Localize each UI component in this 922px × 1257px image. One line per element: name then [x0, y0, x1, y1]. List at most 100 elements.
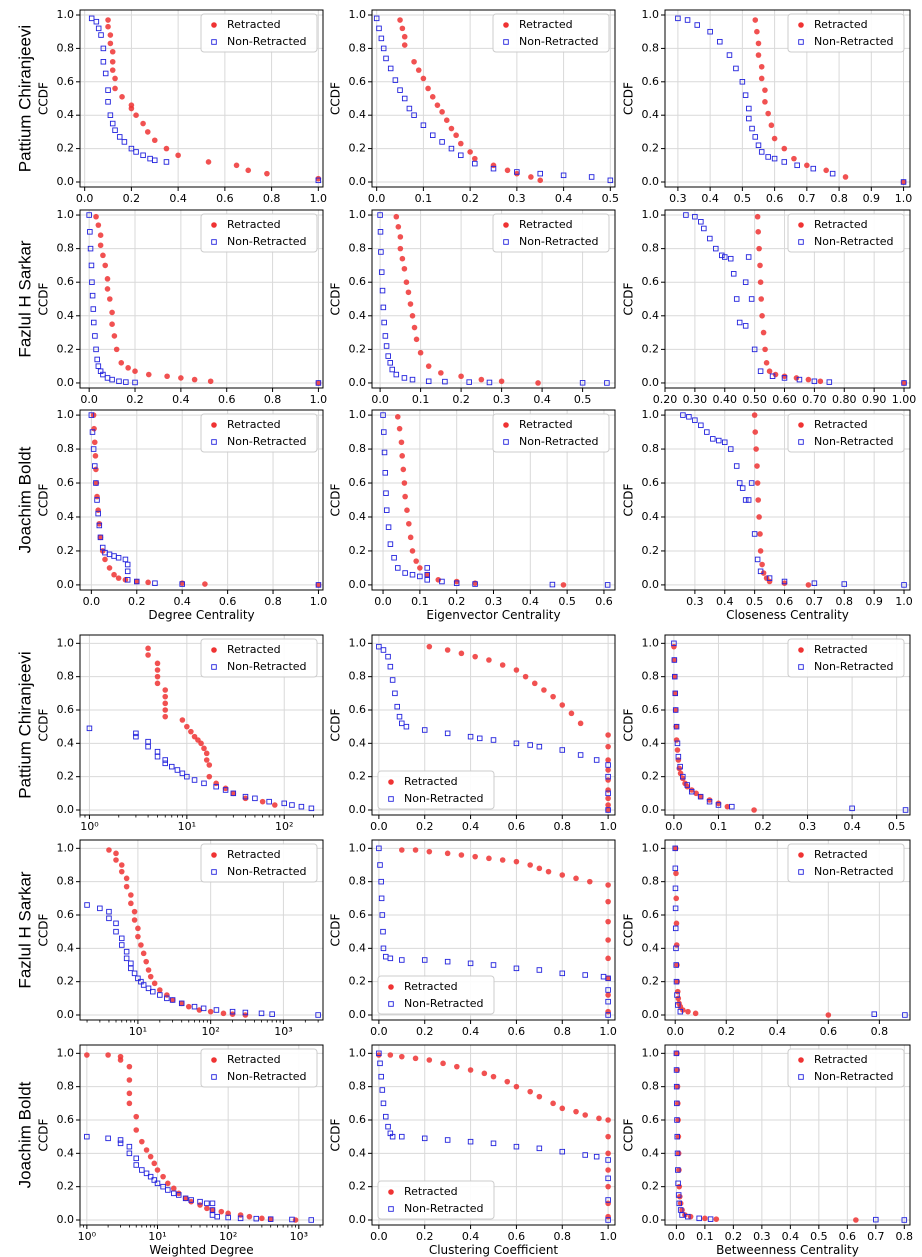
retracted-point [163, 145, 170, 152]
retracted-point [113, 850, 119, 857]
non-retracted-point [674, 740, 681, 747]
y-tick-label: 0.4 [642, 108, 660, 121]
non-retracted-point [154, 753, 161, 760]
non-retracted-point [94, 356, 100, 363]
non-retracted-point [109, 120, 116, 127]
non-retracted-point [380, 304, 387, 311]
retracted-point [401, 42, 408, 48]
non-retracted-point [380, 945, 387, 952]
non-retracted-point [379, 912, 386, 918]
non-retracted-point [605, 1157, 611, 1163]
y-tick-label: 0.0 [349, 578, 367, 591]
non-retracted-point [383, 490, 389, 496]
non-retracted-point [766, 575, 773, 581]
x-tick-label: 0.2 [754, 820, 772, 833]
retracted-point [154, 1167, 161, 1173]
y-tick-label: 0.2 [642, 770, 660, 783]
x-tick-label: 0.4 [462, 820, 480, 833]
retracted-point [225, 1210, 231, 1217]
axes-frame [664, 9, 911, 188]
y-tick-label: 0.0 [57, 1008, 75, 1021]
non-retracted-point [536, 743, 543, 750]
retracted-point [400, 466, 407, 473]
plot-area [376, 1050, 611, 1223]
non-retracted-point [385, 1123, 391, 1130]
retracted-point [106, 565, 113, 571]
y-tick-label: 0.8 [349, 875, 367, 888]
y-tick-label: 0.4 [349, 108, 367, 121]
retracted-point [126, 1063, 133, 1070]
non-retracted-point [811, 580, 818, 586]
legend-non-retracted-marker [798, 439, 804, 445]
y-tick-label: 0.8 [349, 670, 367, 683]
legend-retracted-marker [211, 1057, 217, 1063]
non-retracted-point [93, 346, 99, 353]
legend-retracted-label: Retracted [227, 848, 281, 861]
non-retracted-point [269, 1011, 275, 1017]
plot-area [88, 412, 322, 588]
retracted-point [401, 33, 408, 40]
x-tick-label: 0.90 [862, 393, 887, 406]
non-retracted-point [467, 1138, 474, 1145]
y-tick-label: 0.6 [642, 275, 660, 288]
plot-area [376, 643, 611, 813]
non-retracted-point [765, 154, 771, 160]
retracted-point [425, 85, 431, 92]
retracted-point [140, 950, 147, 957]
non-retracted-point [513, 1143, 520, 1150]
non-retracted-point [383, 507, 390, 513]
retracted-point [672, 707, 679, 713]
y-tick-label: 0.6 [349, 703, 367, 716]
y-tick-label: 0.0 [57, 1213, 75, 1226]
retracted-point [697, 793, 704, 800]
retracted-point [246, 1213, 253, 1220]
x-tick-label: 0.30 [683, 393, 708, 406]
retracted-point [162, 687, 169, 693]
non-retracted-point [95, 25, 102, 32]
legend-box [200, 843, 318, 883]
retracted-point [673, 870, 679, 877]
retracted-point [411, 58, 417, 65]
legend: Retracted Non-Retracted [200, 638, 318, 678]
non-retracted-point [381, 429, 387, 435]
y-tick-label: 0.8 [642, 41, 660, 54]
retracted-point [440, 1060, 446, 1067]
non-retracted-point [94, 497, 100, 503]
legend: Retracted Non-Retracted [200, 13, 318, 53]
retracted-point [123, 875, 130, 882]
non-retracted-point [378, 249, 384, 255]
non-retracted-point [178, 1000, 185, 1007]
legend-non-retracted-label: Non-Retracted [227, 235, 307, 248]
non-retracted-point [392, 77, 399, 83]
x-tick-label: 0.8 [871, 1025, 889, 1038]
legend-retracted-label: Retracted [404, 1185, 458, 1198]
retracted-point [426, 643, 433, 650]
retracted-point [755, 52, 762, 58]
retracted-point [448, 125, 455, 132]
non-retracted-point [745, 254, 752, 260]
retracted-point [204, 1205, 210, 1212]
non-retracted-point [86, 212, 92, 218]
legend-retracted-label: Retracted [519, 418, 573, 431]
y-tick-label: 0.4 [349, 1146, 367, 1159]
retracted-point [754, 480, 761, 486]
retracted-point [139, 1138, 145, 1145]
retracted-point [315, 175, 322, 182]
legend: Retracted Non-Retracted [200, 843, 318, 883]
retracted-point [395, 223, 402, 230]
legend-non-retracted-marker [388, 1001, 394, 1007]
x-tick-label: 0.6 [820, 1025, 838, 1038]
retracted-point [107, 296, 113, 302]
retracted-point [102, 556, 108, 563]
x-tick-label: 0.6 [595, 595, 613, 608]
x-tick-label: 10⁰ [80, 820, 99, 833]
non-retracted-point [692, 213, 698, 220]
retracted-point [154, 667, 161, 673]
chart-panel: 0.0 0.2 0.4 0.6 0.8 1.0 0.3 0.4 0.5 0.6 0.7 0.8 0.9 1… [622, 408, 913, 622]
non-retracted-point [688, 788, 695, 795]
x-tick-label: 0.4 [716, 595, 734, 608]
retracted-point [222, 785, 229, 792]
y-tick-label: 1.0 [642, 408, 660, 421]
y-tick-label: 0.8 [642, 242, 660, 255]
y-axis-label: CCDF [37, 913, 51, 946]
